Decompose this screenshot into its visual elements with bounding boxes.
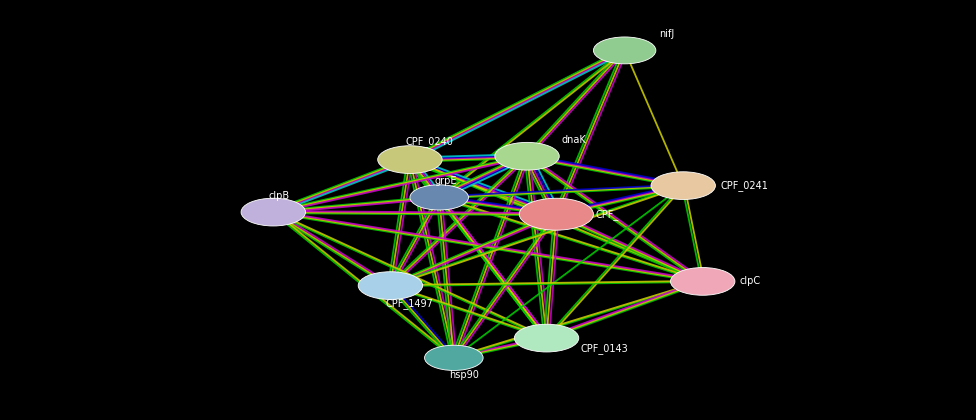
Circle shape	[358, 272, 423, 299]
Circle shape	[495, 142, 559, 170]
Circle shape	[425, 345, 483, 370]
Circle shape	[410, 185, 468, 210]
Text: CPF_0143: CPF_0143	[581, 343, 629, 354]
Text: hsp90: hsp90	[449, 370, 479, 381]
Text: CPF_1497: CPF_1497	[386, 298, 433, 309]
Circle shape	[241, 198, 305, 226]
Text: CPF_: CPF_	[595, 209, 619, 220]
Text: dnaK: dnaK	[561, 135, 586, 145]
Text: nifJ: nifJ	[659, 29, 674, 39]
Circle shape	[651, 172, 715, 200]
Text: clpC: clpC	[740, 276, 761, 286]
Circle shape	[514, 324, 579, 352]
Circle shape	[378, 146, 442, 173]
Circle shape	[519, 198, 593, 230]
Circle shape	[593, 37, 656, 64]
Text: grpE: grpE	[434, 176, 457, 186]
Text: CPF_0240: CPF_0240	[405, 136, 453, 147]
Text: CPF_0241: CPF_0241	[720, 180, 768, 191]
Text: clpB: clpB	[268, 191, 290, 201]
Circle shape	[671, 268, 735, 295]
